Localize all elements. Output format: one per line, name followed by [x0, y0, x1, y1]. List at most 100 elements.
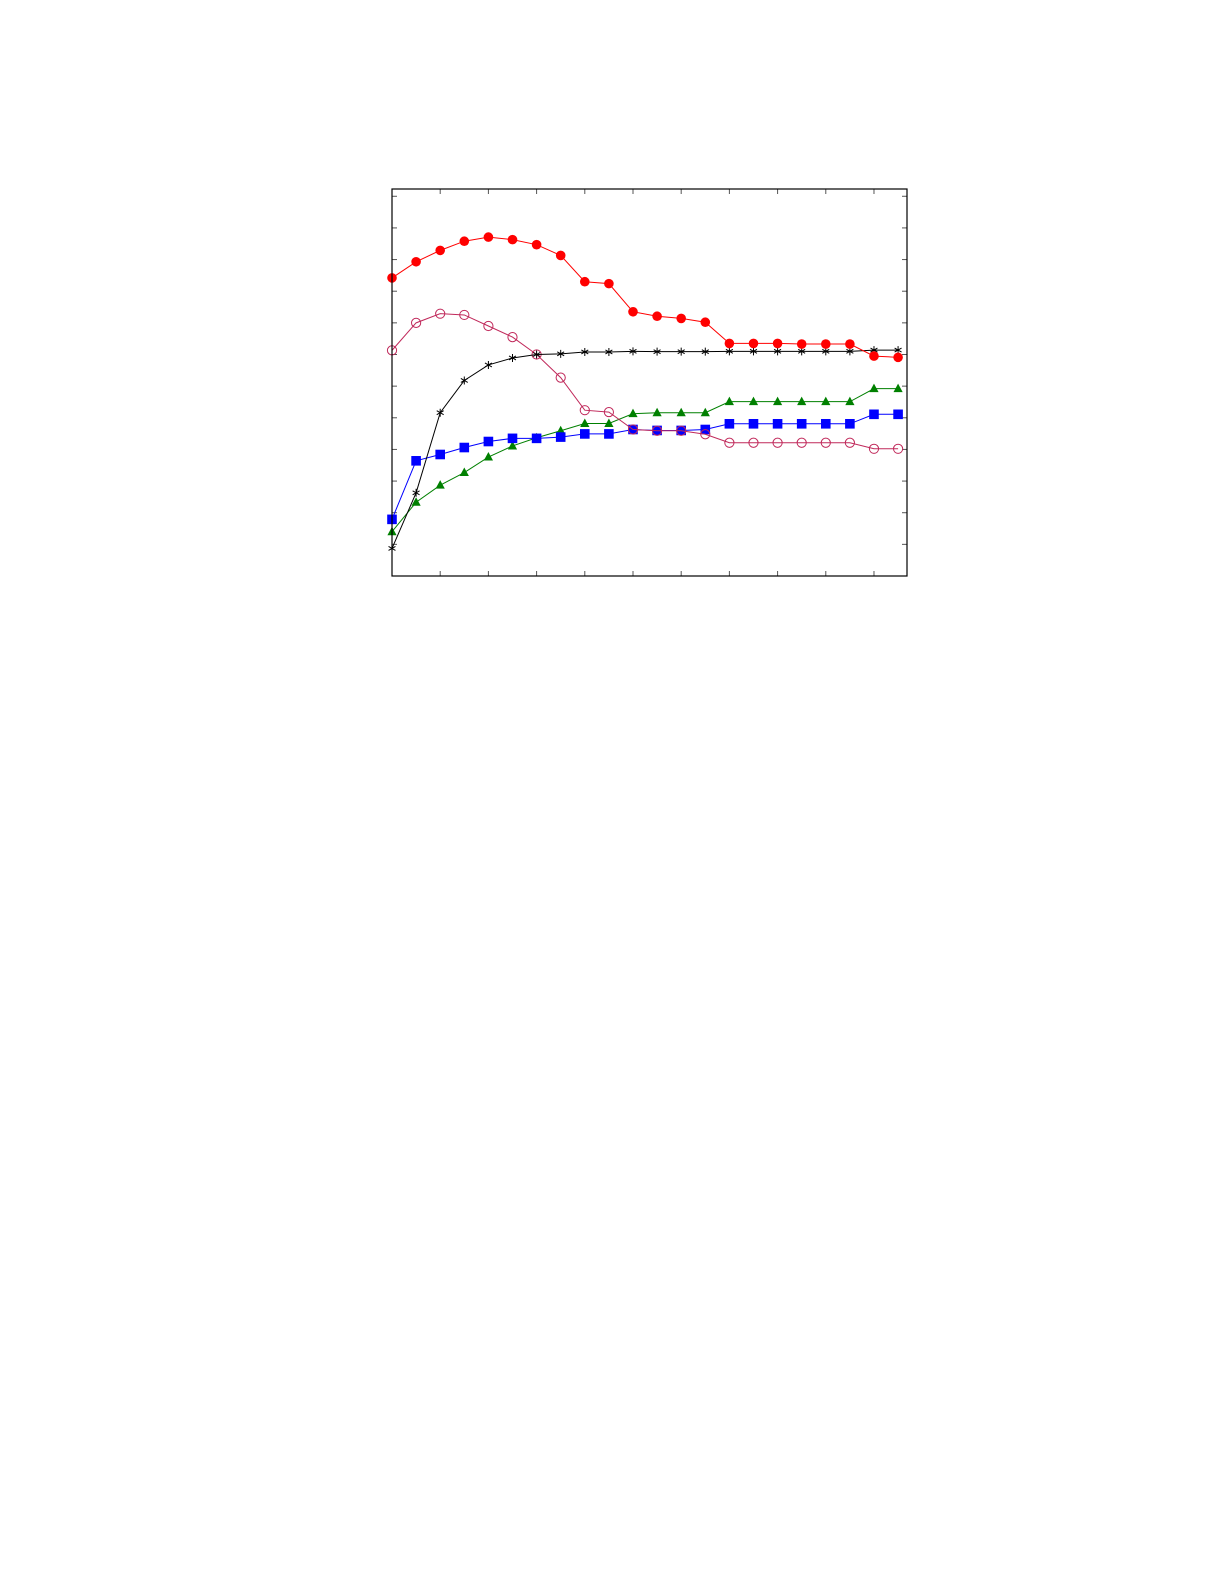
- data-point: [772, 437, 783, 448]
- data-point: [868, 443, 880, 454]
- data-point: [820, 339, 831, 349]
- data-point: [411, 456, 421, 466]
- data-point: [410, 317, 422, 328]
- data-point: [411, 256, 421, 267]
- data-point: [508, 353, 517, 362]
- data-point: [460, 376, 469, 385]
- data-point: [893, 352, 903, 363]
- data-point: [701, 347, 710, 356]
- series-2: [386, 308, 904, 454]
- data-point: [797, 396, 807, 406]
- series-line: [391, 236, 899, 358]
- data-point: [892, 443, 904, 454]
- data-point: [676, 313, 686, 324]
- data-point: [724, 418, 735, 429]
- data-point: [556, 349, 565, 358]
- data-point: [796, 339, 807, 349]
- data-point: [845, 396, 855, 406]
- data-point: [484, 360, 493, 369]
- data-point: [724, 338, 735, 349]
- data-point: [652, 311, 662, 322]
- data-point: [628, 306, 638, 317]
- data-point: [436, 408, 444, 417]
- series-line: [391, 349, 899, 549]
- data-point: [604, 278, 614, 289]
- data-point: [844, 437, 855, 448]
- data-point: [748, 437, 759, 448]
- data-point: [772, 418, 783, 429]
- axis-ticks: [391, 189, 907, 576]
- data-point: [581, 347, 589, 356]
- data-point: [821, 396, 831, 406]
- series-line: [391, 313, 899, 450]
- data-point: [532, 350, 541, 359]
- data-point: [459, 467, 469, 477]
- data-point: [820, 437, 831, 448]
- data-point: [869, 409, 879, 420]
- data-point: [579, 405, 590, 416]
- series-3: [388, 346, 902, 553]
- data-point: [483, 452, 493, 461]
- data-point: [845, 418, 855, 429]
- data-point: [845, 339, 855, 349]
- data-point: [796, 418, 807, 429]
- data-point: [627, 424, 639, 435]
- data-point: [749, 347, 758, 356]
- data-point: [653, 347, 661, 356]
- data-point: [820, 418, 831, 429]
- series-1: [387, 409, 903, 525]
- data-point: [725, 347, 734, 356]
- data-point: [604, 418, 614, 427]
- data-point: [724, 396, 734, 406]
- data-point: [483, 320, 494, 332]
- data-point: [435, 480, 445, 489]
- data-point: [893, 383, 903, 393]
- plot-frame: [391, 188, 908, 577]
- data-point: [652, 407, 662, 417]
- data-point: [555, 432, 566, 442]
- data-point: [531, 433, 542, 444]
- series-line: [391, 388, 899, 533]
- data-point: [555, 250, 566, 261]
- data-point: [507, 440, 518, 450]
- data-point: [411, 497, 421, 506]
- data-point: [772, 338, 783, 349]
- data-point: [651, 425, 663, 436]
- data-point: [676, 407, 686, 417]
- data-point: [796, 437, 807, 448]
- data-point: [605, 347, 613, 356]
- data-point: [676, 425, 687, 436]
- data-point: [604, 429, 614, 439]
- series-0: [387, 383, 903, 536]
- data-point: [748, 396, 759, 406]
- data-point: [748, 418, 759, 429]
- data-point: [580, 418, 590, 427]
- data-point: [412, 488, 420, 497]
- data-point: [459, 236, 470, 247]
- data-point: [700, 317, 711, 328]
- data-point: [531, 239, 542, 250]
- data-point: [700, 429, 711, 440]
- data-point: [579, 429, 590, 439]
- data-point: [555, 372, 566, 383]
- data-point: [507, 331, 518, 343]
- data-point: [869, 383, 879, 393]
- data-point: [459, 309, 470, 321]
- data-point: [483, 232, 494, 242]
- data-point: [629, 347, 637, 356]
- data-point: [579, 276, 590, 287]
- data-point: [700, 407, 710, 417]
- series-4: [387, 232, 903, 363]
- data-point: [483, 436, 494, 447]
- series-group: [386, 232, 904, 553]
- data-point: [435, 245, 445, 256]
- data-point: [724, 437, 735, 448]
- data-point: [459, 442, 470, 453]
- data-point: [772, 396, 783, 406]
- data-point: [893, 409, 903, 420]
- data-point: [507, 433, 518, 444]
- data-point: [628, 408, 638, 418]
- data-point: [556, 425, 566, 435]
- data-point: [773, 347, 782, 356]
- data-point: [603, 406, 614, 418]
